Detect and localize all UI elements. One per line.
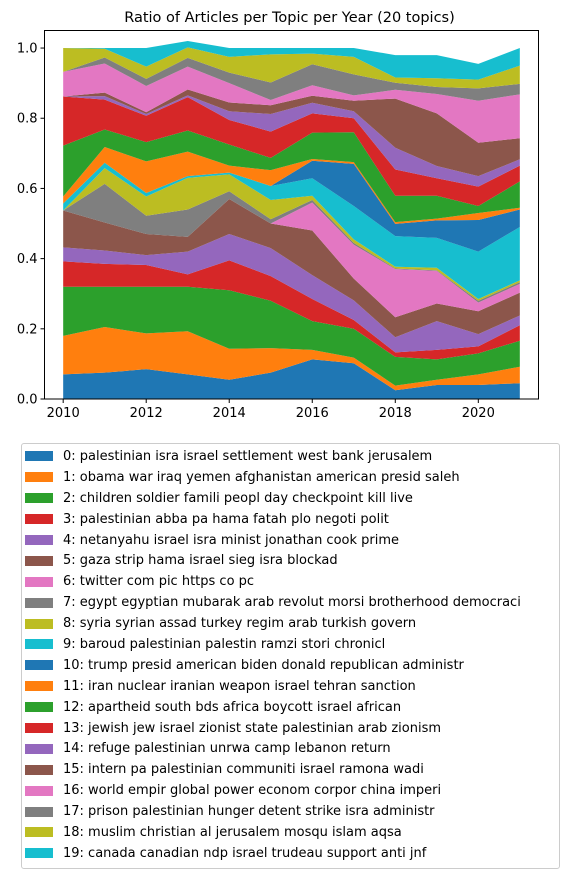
y-tick-label: 0.2 — [17, 322, 38, 337]
y-tick-label: 1.0 — [17, 42, 38, 57]
area-topic-7 — [63, 183, 520, 303]
legend-swatch — [25, 451, 53, 462]
legend-swatch — [25, 535, 53, 545]
legend-item-topic-1: 1: obama war iraq yemen afghanistan amer… — [22, 467, 559, 488]
area-topic-3 — [63, 260, 520, 360]
legend-item-topic-9: 9: baroud palestinian palestin ramzi sto… — [22, 634, 559, 655]
legend-item-topic-0: 0: palestinian isra israel settlement we… — [22, 446, 559, 467]
legend-swatch — [25, 681, 53, 692]
legend-item-topic-3: 3: palestinian abba pa hama fatah plo ne… — [22, 509, 559, 530]
legend-item-topic-10: 10: trump presid american biden donald r… — [22, 655, 559, 676]
y-tick-label: 0.6 — [17, 182, 38, 197]
x-tick-label: 2020 — [462, 406, 495, 421]
area-topic-5 — [63, 198, 520, 338]
legend-label: 3: palestinian abba pa hama fatah plo ne… — [63, 511, 389, 527]
legend-swatch — [25, 785, 53, 796]
y-tick-label: 0.0 — [17, 393, 38, 408]
legend-item-topic-17: 17: prison palestinian hunger detent str… — [22, 801, 559, 822]
legend-label: 13: jewish jew israel zionist state pale… — [63, 720, 442, 736]
legend-label: 6: twitter com pic https co pc — [63, 574, 255, 590]
y-tick-label: 0.4 — [17, 252, 38, 267]
area-topic-6 — [63, 198, 520, 318]
legend-label: 1: obama war iraq yemen afghanistan amer… — [63, 469, 460, 485]
legend-label: 0: palestinian isra israel settlement we… — [63, 448, 433, 464]
legend-swatch — [25, 764, 53, 775]
legend-item-topic-16: 16: world empir global power econom corp… — [22, 780, 559, 801]
area-topic-10 — [63, 160, 520, 252]
legend-label: 7: egypt egyptian mubarak arab revolut m… — [63, 595, 521, 611]
legend-swatch — [25, 472, 53, 483]
area-topic-19 — [63, 41, 520, 80]
area-topic-12 — [63, 129, 520, 223]
legend-item-topic-6: 6: twitter com pic https co pc — [22, 571, 559, 592]
legend-item-topic-12: 12: apartheid south bds africa boycott i… — [22, 697, 559, 718]
area-topic-11 — [63, 147, 520, 224]
area-topic-1 — [63, 327, 520, 391]
x-tick-label: 2018 — [379, 406, 412, 421]
area-topic-4 — [63, 234, 520, 353]
legend-item-topic-13: 13: jewish jew israel zionist state pale… — [22, 718, 559, 739]
x-tick-label: 2010 — [47, 406, 80, 421]
legend-label: 2: children soldier famili peopl day che… — [63, 490, 413, 506]
legend-label: 16: world empir global power econom corp… — [63, 783, 442, 799]
area-topic-17 — [63, 57, 520, 101]
legend-item-topic-14: 14: refuge palestinian unrwa camp lebano… — [22, 738, 559, 759]
area-topic-15 — [63, 89, 520, 177]
area-topic-9 — [63, 162, 520, 299]
chart-title: Ratio of Articles per Topic per Year (20… — [124, 10, 455, 26]
legend-swatch — [25, 827, 53, 838]
legend-item-topic-19: 19: canada canadian ndp israel trudeau s… — [22, 843, 559, 864]
legend-label: 4: netanyahu israel isra minist jonathan… — [63, 532, 400, 548]
legend-label: 18: muslim christian al jerusalem mosqu … — [63, 824, 402, 840]
legend-swatch — [25, 618, 53, 629]
x-tick-label: 2012 — [130, 406, 163, 421]
legend-label: 10: trump presid american biden donald r… — [63, 657, 464, 673]
legend-swatch — [25, 555, 53, 566]
area-topic-0 — [63, 359, 520, 399]
plot-frame — [44, 30, 539, 400]
legend-item-topic-8: 8: syria syrian assad turkey regim arab … — [22, 613, 559, 634]
y-tick-label: 0.8 — [17, 112, 38, 127]
legend-label: 14: refuge palestinian unrwa camp lebano… — [63, 741, 391, 757]
x-tick-label: 2016 — [296, 406, 329, 421]
legend-item-topic-18: 18: muslim christian al jerusalem mosqu … — [22, 822, 559, 843]
area-topic-18 — [63, 47, 520, 89]
legend-label: 19: canada canadian ndp israel trudeau s… — [63, 845, 427, 861]
area-layers — [63, 41, 520, 399]
legend-item-topic-5: 5: gaza strip hama israel sieg isra bloc… — [22, 550, 559, 571]
x-axis: 2010 2012 2014 2016 2018 2020 — [47, 399, 495, 421]
area-topic-8 — [63, 168, 520, 301]
area-topic-14 — [63, 95, 520, 187]
legend-swatch — [25, 639, 53, 650]
legend-swatch — [25, 576, 53, 587]
legend-label: 15: intern pa palestinian communiti isra… — [63, 762, 424, 778]
legend-label: 12: apartheid south bds africa boycott i… — [63, 699, 402, 715]
legend-swatch — [25, 493, 53, 504]
legend-swatch — [25, 660, 53, 671]
y-axis: 0.0 0.2 0.4 0.6 0.8 1.0 — [17, 42, 45, 408]
legend-label: 5: gaza strip hama israel sieg isra bloc… — [63, 553, 338, 569]
stacked-area-chart: Ratio of Articles per Topic per Year (20… — [17, 10, 539, 421]
legend-swatch — [25, 514, 53, 525]
legend-swatch — [25, 597, 53, 608]
x-tick-label: 2014 — [213, 406, 246, 421]
area-topic-2 — [63, 286, 520, 386]
legend-swatch — [25, 848, 53, 859]
legend-item-topic-2: 2: children soldier famili peopl day che… — [22, 488, 559, 509]
legend-label: 11: iran nuclear iranian weapon israel t… — [63, 678, 416, 694]
legend-label: 8: syria syrian assad turkey regim arab … — [63, 616, 417, 632]
legend-item-topic-11: 11: iran nuclear iranian weapon israel t… — [22, 676, 559, 697]
legend-item-topic-7: 7: egypt egyptian mubarak arab revolut m… — [22, 592, 559, 613]
area-topic-16 — [63, 63, 520, 143]
area-topic-13 — [63, 96, 520, 206]
legend-swatch — [25, 702, 53, 713]
chart-legend: 0: palestinian isra israel settlement we… — [21, 443, 560, 869]
legend-item-topic-4: 4: netanyahu israel isra minist jonathan… — [22, 530, 559, 551]
legend-label: 9: baroud palestinian palestin ramzi sto… — [63, 636, 386, 652]
legend-swatch — [25, 806, 53, 817]
legend-item-topic-15: 15: intern pa palestinian communiti isra… — [22, 759, 559, 780]
legend-swatch — [25, 743, 53, 754]
legend-swatch — [25, 723, 53, 734]
legend-label: 17: prison palestinian hunger detent str… — [63, 804, 435, 820]
